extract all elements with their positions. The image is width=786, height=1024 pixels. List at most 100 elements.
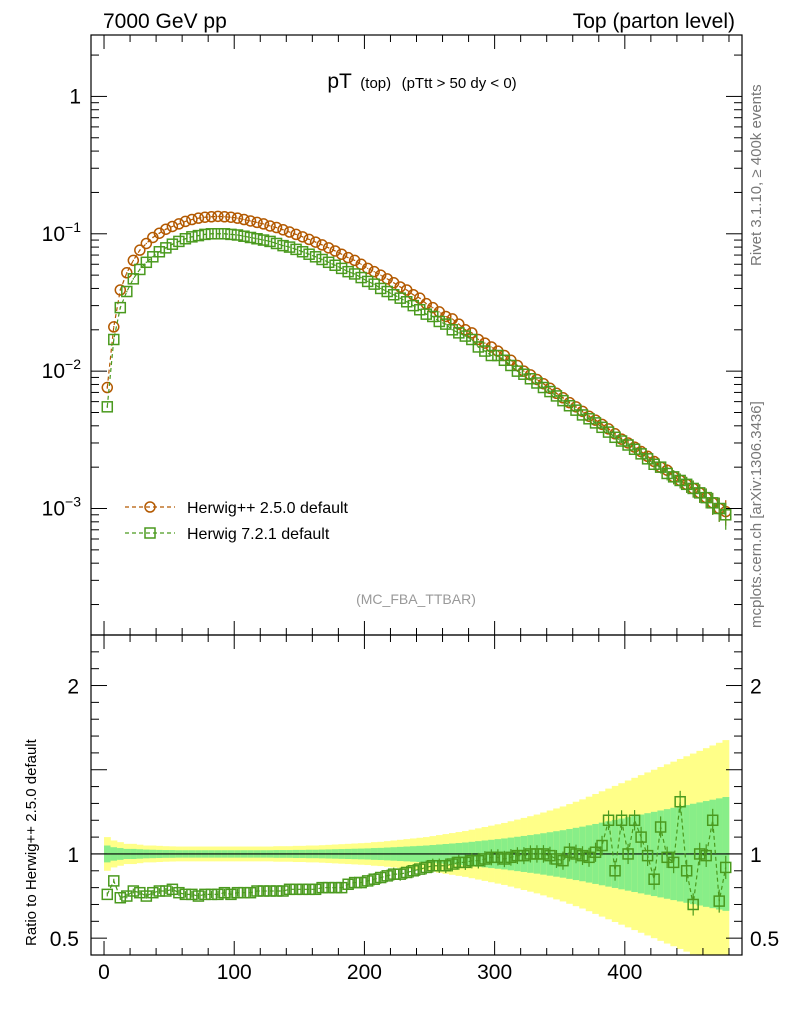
data-point <box>466 327 478 339</box>
ratio-point <box>407 865 419 877</box>
data-point <box>251 233 263 245</box>
ratio-point <box>212 888 224 901</box>
data-point <box>290 243 302 256</box>
ratio-point <box>596 839 608 852</box>
data-point <box>667 471 680 483</box>
ratio-point <box>101 888 114 901</box>
data-point <box>173 235 185 248</box>
data-point <box>459 324 472 336</box>
data-point <box>479 337 491 349</box>
ratio-point <box>414 863 426 875</box>
ratio-point <box>140 890 153 902</box>
data-point <box>342 265 354 278</box>
ratio-point <box>700 849 712 862</box>
plot-title: pT (top) (pTtt > 50 dy < 0) <box>327 70 516 93</box>
data-point <box>446 324 459 336</box>
ratio-point <box>192 890 205 902</box>
ratio-point <box>518 849 530 862</box>
ratio-point <box>446 858 459 870</box>
data-point <box>153 245 166 258</box>
y-tick-label: 10−1 <box>42 219 82 246</box>
ratio-point <box>479 853 491 865</box>
data-point <box>218 228 231 240</box>
ratio-point <box>433 859 446 872</box>
header-right: Top (parton level) <box>573 10 735 33</box>
ratio-point <box>166 883 179 896</box>
ratio-point <box>693 848 706 860</box>
ratio-point <box>485 851 498 864</box>
ratio-point <box>440 859 452 872</box>
data-point <box>296 231 309 243</box>
ratio-point <box>147 886 159 899</box>
ratio-point <box>355 876 367 889</box>
data-point <box>212 228 224 240</box>
ratio-point <box>342 878 354 891</box>
ratio-point <box>348 876 361 889</box>
y-tick-label: 1 <box>69 85 81 108</box>
ratio-point <box>505 851 517 864</box>
x-tick-label: 400 <box>607 961 642 984</box>
data-point <box>186 231 198 243</box>
data-point <box>101 401 114 413</box>
data-point <box>361 262 374 275</box>
ratio-point <box>576 849 589 862</box>
data-point <box>407 299 419 312</box>
data-point <box>433 315 446 328</box>
data-point <box>394 281 406 293</box>
ratio-point <box>134 886 146 899</box>
data-point <box>244 231 257 244</box>
data-point <box>225 211 237 223</box>
data-point <box>420 308 433 320</box>
data-point <box>101 381 114 394</box>
data-point <box>277 239 289 252</box>
ratio-point <box>296 883 309 896</box>
data-point <box>127 254 140 267</box>
ratio-point <box>420 861 433 874</box>
x-tick-label: 0 <box>98 961 110 984</box>
data-point <box>114 284 127 296</box>
data-point <box>400 296 413 308</box>
ratio-y-tick-label-right: 2 <box>750 676 762 699</box>
data-point <box>238 230 250 242</box>
ratio-point <box>173 886 185 899</box>
data-point <box>166 220 179 233</box>
data-point <box>238 213 250 226</box>
ratio-point <box>127 885 140 897</box>
ratio-point <box>654 821 667 833</box>
ratio-point <box>531 848 543 860</box>
ratio-point <box>277 885 289 897</box>
ratio-series <box>101 790 732 916</box>
data-point <box>231 212 244 224</box>
legend-marker-1 <box>144 501 156 513</box>
data-point <box>537 381 550 394</box>
data-point <box>212 210 224 223</box>
data-point <box>368 265 380 278</box>
data-point <box>199 211 211 223</box>
legend-label-1: Herwig++ 2.5.0 default <box>187 500 349 517</box>
ratio-point <box>602 814 615 827</box>
data-point <box>466 333 478 346</box>
ratio-point <box>290 883 302 896</box>
ratio-point <box>466 854 478 867</box>
ratio-point <box>387 868 400 880</box>
data-point <box>335 248 348 260</box>
ratio-point <box>283 883 296 896</box>
data-point <box>472 341 485 353</box>
data-point <box>661 467 673 480</box>
y-tick-label: 10−2 <box>42 356 82 383</box>
ratio-y-tick-label: 0.5 <box>50 928 79 951</box>
y-tick-label-exponent: −3 <box>65 494 81 510</box>
data-point <box>121 285 133 298</box>
ratio-point <box>713 895 725 907</box>
data-point <box>348 268 361 280</box>
y-tick-label-exponent: −1 <box>65 219 81 235</box>
ratio-point <box>719 861 732 874</box>
data-point <box>576 409 589 421</box>
data-point <box>173 218 185 230</box>
ratio-point <box>544 849 556 862</box>
data-point <box>199 228 211 241</box>
title-sub: (top) <box>360 75 391 92</box>
data-point <box>257 234 270 246</box>
ratio-point <box>427 859 439 872</box>
